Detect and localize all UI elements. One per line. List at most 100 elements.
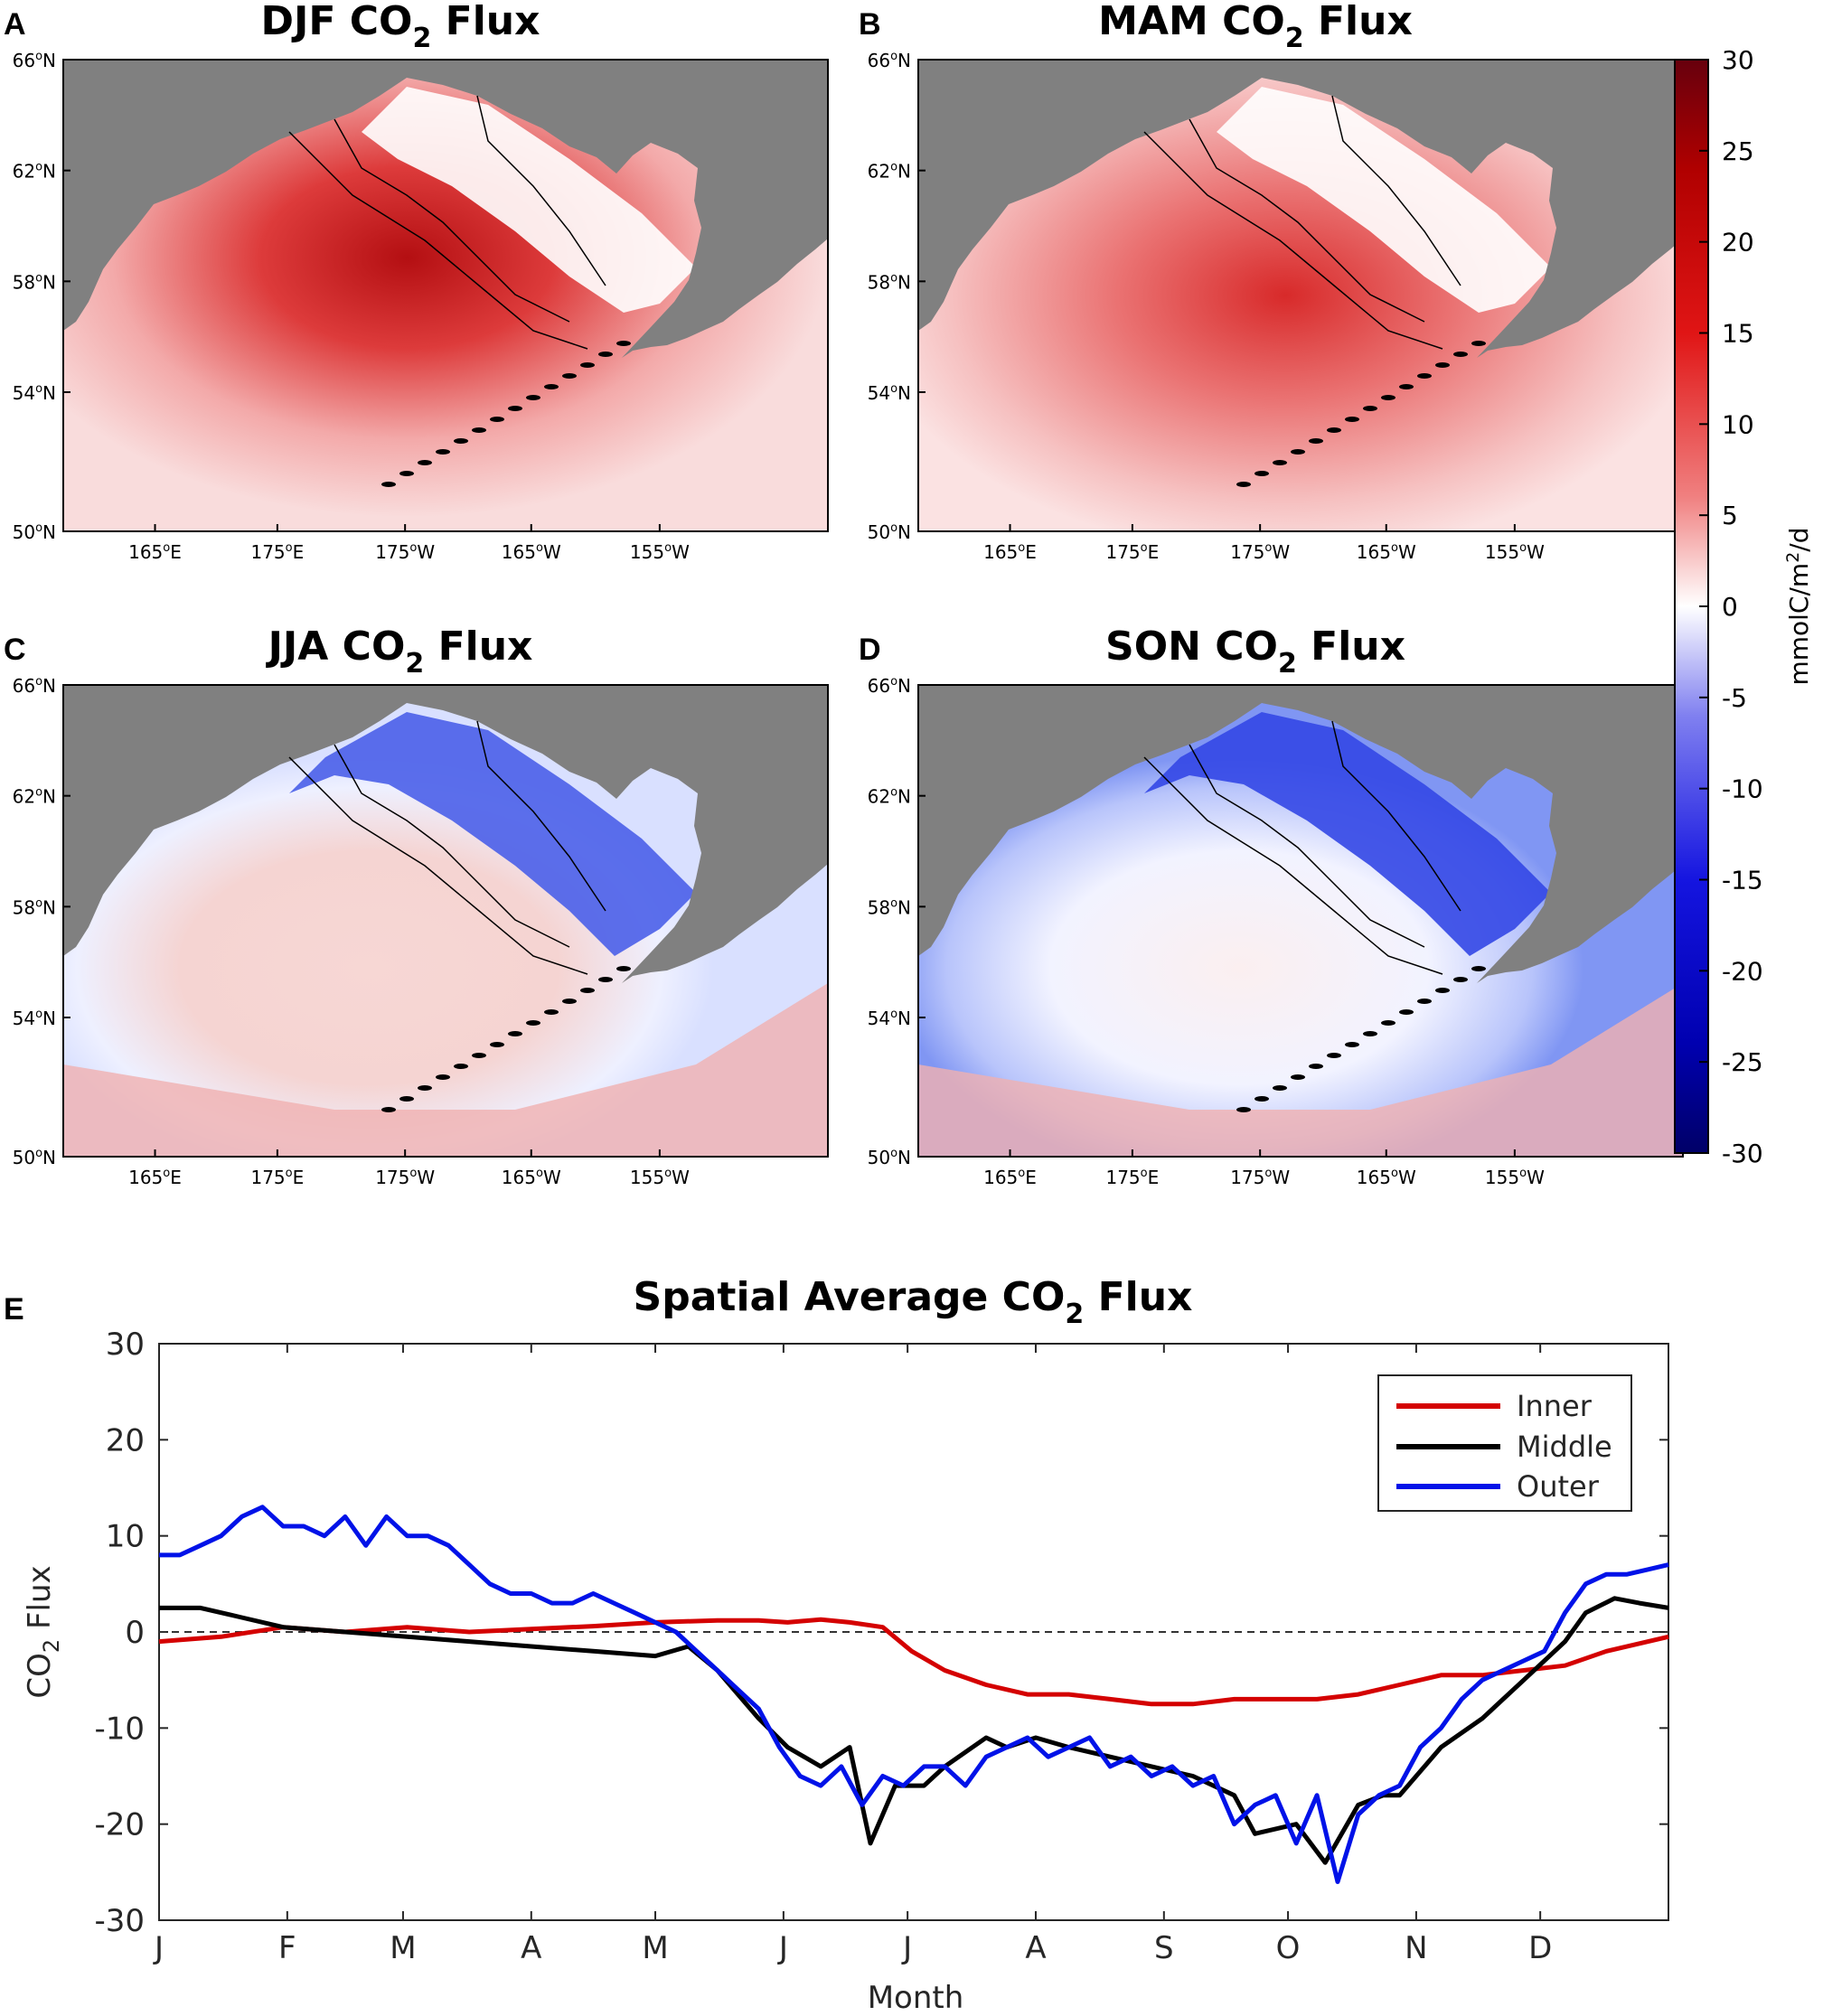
colorbar-tick-label: 20	[1722, 228, 1754, 258]
x-tick-label: F	[278, 1930, 296, 1966]
island	[418, 460, 432, 465]
lon-tick-label: 175oW	[1230, 1167, 1290, 1188]
shelf-flux-band	[1217, 87, 1551, 313]
x-tick-label: D	[1528, 1930, 1552, 1966]
legend-label-outer: Outer	[1517, 1469, 1600, 1504]
island	[1453, 977, 1468, 982]
island	[1345, 417, 1359, 422]
colorbar-tick-label: -20	[1722, 956, 1763, 986]
island	[1327, 427, 1341, 433]
lon-tick-label: 175oE	[1105, 1167, 1159, 1188]
lat-tick-label: 66oN	[13, 675, 56, 697]
lat-tick-label: 58oN	[868, 271, 911, 293]
map-panel-mam: B MAM CO2 Flux 66oN 62oN 58oN 54oN 50oN 165oE 17…	[859, 0, 1684, 563]
lat-tick-label: 54oN	[868, 1008, 911, 1029]
lon-tick-label: 165oW	[1357, 541, 1416, 563]
lon-tick-label: 175oW	[1230, 541, 1290, 563]
lon-tick-label: 155oW	[630, 541, 690, 563]
contour-line	[1189, 744, 1425, 948]
island	[526, 395, 540, 400]
map-frame	[62, 59, 829, 532]
lat-tick-label: 50oN	[868, 521, 911, 543]
legend-label-inner: Inner	[1517, 1389, 1593, 1423]
island	[1417, 999, 1432, 1004]
lon-tick-label: 165oW	[502, 541, 561, 563]
map-frame	[62, 684, 829, 1158]
contour-line	[1143, 756, 1443, 975]
contour-line	[1189, 118, 1425, 323]
lat-tick-label: 58oN	[13, 271, 56, 293]
island	[472, 427, 486, 433]
lat-tick-label: 50oN	[13, 1147, 56, 1168]
island	[1363, 406, 1377, 411]
lat-tick-label: 66oN	[13, 50, 56, 71]
x-tick-label: M	[642, 1930, 668, 1966]
contour-line	[1143, 131, 1443, 350]
contour-line	[1331, 95, 1461, 286]
lon-tick-label: 175oE	[250, 541, 304, 563]
island	[399, 471, 414, 476]
island	[508, 1031, 522, 1036]
lon-tick-label: 175oW	[375, 541, 435, 563]
series-line-outer	[159, 1505, 1669, 1884]
lon-tick-label: 165oE	[983, 541, 1037, 563]
lon-tick-label: 165oW	[1357, 1167, 1416, 1188]
lat-tick-label: 58oN	[13, 896, 56, 918]
island	[598, 977, 613, 982]
panel-label-b: B	[859, 7, 881, 42]
lat-tick-label: 58oN	[868, 896, 911, 918]
island	[1291, 1074, 1305, 1080]
colorbar: 30 25 20 15 10 5 0 -5 -10 -15 -20 -25 -30 mmolC/m2/d	[1674, 45, 1814, 1168]
island	[490, 1042, 504, 1047]
lat-tick-label: 50oN	[868, 1147, 911, 1168]
island	[1399, 384, 1414, 389]
panel-label-e: E	[4, 1292, 24, 1327]
map-title: SON CO2 Flux	[1105, 624, 1405, 680]
lon-tick-label: 165oE	[983, 1167, 1037, 1188]
y-tick-label: 10	[106, 1519, 145, 1555]
island	[1254, 471, 1269, 476]
island	[436, 449, 450, 455]
island	[562, 373, 577, 379]
legend-label-middle: Middle	[1517, 1430, 1612, 1464]
map-title: MAM CO2 Flux	[1098, 0, 1413, 54]
colorbar-tick-label: -15	[1722, 866, 1763, 895]
x-tick-label: A	[1025, 1930, 1046, 1966]
y-tick-label: -20	[94, 1807, 145, 1843]
line-chart: E Spatial Average CO2 Flux 30 20 10 0 -10 -20…	[4, 1274, 1669, 2016]
island	[454, 1064, 468, 1069]
island	[1471, 966, 1486, 971]
island	[454, 438, 468, 444]
lat-tick-label: 66oN	[868, 50, 911, 71]
island	[1381, 395, 1395, 400]
x-tick-label: O	[1276, 1930, 1301, 1966]
island	[1363, 1031, 1377, 1036]
island	[1417, 373, 1432, 379]
lat-tick-label: 54oN	[13, 382, 56, 404]
island	[1471, 341, 1486, 346]
chart-series	[158, 1505, 1669, 1884]
y-tick-label: -10	[94, 1711, 145, 1747]
basin-flux-band	[63, 983, 828, 1157]
y-tick-label: 30	[106, 1327, 145, 1363]
lon-tick-label: 165oE	[128, 1167, 182, 1188]
lat-tick-label: 62oN	[868, 786, 911, 808]
lon-tick-label: 175oE	[1105, 541, 1159, 563]
panel-label-c: C	[4, 633, 26, 667]
lat-tick-label: 62oN	[13, 786, 56, 808]
island	[1399, 1009, 1414, 1015]
panel-label-d: D	[859, 633, 881, 667]
island	[381, 482, 396, 487]
island	[472, 1053, 486, 1058]
colorbar-tick-label: 25	[1722, 136, 1754, 166]
island	[418, 1085, 432, 1091]
y-tick-label: -30	[94, 1903, 145, 1939]
island	[544, 384, 559, 389]
island	[1273, 460, 1287, 465]
island	[1327, 1053, 1341, 1058]
colorbar-ticks: 30 25 20 15 10 5 0 -5 -10 -15 -20 -25 -30	[1699, 45, 1763, 1168]
colorbar-tick-label: -5	[1722, 683, 1747, 713]
series-line-inner	[158, 1617, 1669, 1707]
series-line-middle	[159, 1596, 1669, 1865]
contour-line	[288, 756, 588, 975]
